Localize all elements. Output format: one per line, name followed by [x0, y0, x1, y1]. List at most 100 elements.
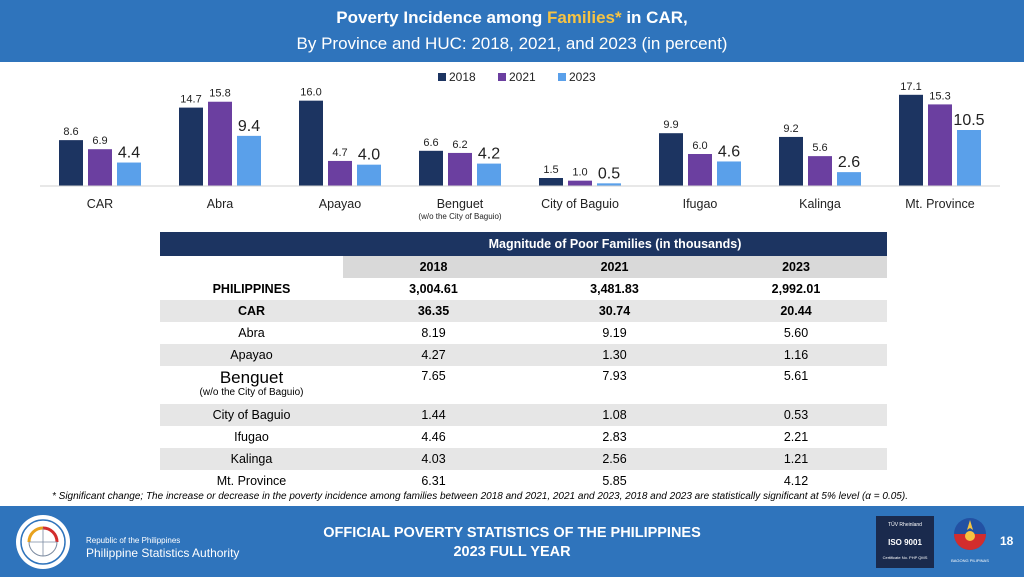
bar-2018 [539, 178, 563, 186]
legend-swatch [558, 73, 566, 81]
legend-swatch [498, 73, 506, 81]
org-name-block: Republic of the Philippines Philippine S… [86, 536, 239, 560]
row-label: CAR [160, 300, 343, 322]
row-value: 0.53 [705, 404, 887, 426]
bar-2018 [59, 140, 83, 186]
table-row: City of Baguio 1.44 1.08 0.53 [160, 404, 887, 426]
table-title-spacer [160, 232, 343, 256]
bar-2021 [928, 104, 952, 186]
slide-subtitle: By Province and HUC: 2018, 2021, and 202… [296, 34, 728, 53]
table-year-header: 2023 [705, 256, 887, 278]
bar-2018 [419, 150, 443, 186]
table-row: Mt. Province 6.31 5.85 4.12 [160, 470, 887, 492]
bar-2018 [899, 94, 923, 186]
row-value: 3,004.61 [409, 282, 458, 296]
data-label: 6.0 [692, 140, 707, 152]
footer-title-line1: OFFICIAL POVERTY STATISTICS OF THE PHILI… [323, 525, 701, 541]
data-label: 4.2 [478, 146, 500, 163]
data-label: 6.6 [423, 137, 438, 149]
row-label: Abra [238, 326, 265, 340]
data-label: 1.5 [543, 164, 558, 176]
table-year-row: 2018 2021 2023 [160, 256, 887, 278]
data-label: 4.4 [118, 145, 140, 162]
x-tick-label: City of Baguio [541, 197, 619, 211]
row-label: Mt. Province [216, 474, 287, 488]
data-label: 2.6 [838, 154, 860, 171]
table-row: CAR 36.35 30.74 20.44 [160, 300, 887, 322]
title-text: Poverty Incidence among [336, 8, 547, 27]
bar-2021 [688, 154, 712, 186]
x-tick-label: Apayao [319, 197, 361, 211]
row-value: 5.85 [602, 474, 627, 488]
bar-2023 [477, 163, 501, 186]
table-title-row: Magnitude of Poor Families (in thousands… [160, 232, 887, 256]
x-tick-label: Ifugao [683, 197, 718, 211]
row-label: PHILIPPINES [212, 282, 291, 296]
row-value: 5.60 [783, 326, 809, 340]
title-highlight: Families* [546, 8, 622, 27]
bar-2023 [117, 162, 141, 186]
footnote: * Significant change; The increase or de… [52, 491, 908, 502]
row-label: Kalinga [160, 448, 343, 470]
footer-title-line2: 2023 FULL YEAR [453, 544, 571, 560]
table-row: Benguet (w/o the City of Baguio) 7.65 7.… [160, 366, 887, 404]
poor-families-table: Magnitude of Poor Families (in thousands… [160, 232, 887, 492]
row-value: 2.21 [783, 430, 809, 444]
legend-label: 2023 [569, 70, 596, 84]
row-label: Ifugao [234, 430, 269, 444]
table-year-header: 2018 [343, 256, 524, 278]
data-label: 9.4 [238, 118, 260, 135]
row-value: 20.44 [705, 300, 887, 322]
iso-main: ISO 9001 [888, 538, 922, 547]
legend-swatch [438, 73, 446, 81]
iso-cert: Certificate No. PHP QMS [882, 555, 928, 560]
bar-2021 [88, 149, 112, 186]
bar-2023 [237, 135, 261, 186]
bar-2021 [448, 152, 472, 186]
row-value: 4.46 [421, 430, 446, 444]
x-tick-label: CAR [87, 197, 113, 211]
row-label-cell: Benguet (w/o the City of Baguio) [160, 366, 343, 404]
table-row: Apayao 4.27 1.30 1.16 [160, 344, 887, 366]
row-value: 30.74 [524, 300, 705, 322]
page-number: 18 [1000, 534, 1014, 548]
bar-2023 [957, 130, 981, 186]
table-row: Kalinga 4.03 2.56 1.21 [160, 448, 887, 470]
slide-title: Poverty Incidence among Families* in CAR… [0, 8, 1024, 28]
poor-families-table-wrap: Magnitude of Poor Families (in thousands… [160, 232, 887, 492]
table-row: Ifugao 4.46 2.83 2.21 [160, 426, 887, 448]
bar-2023 [717, 161, 741, 186]
bar-2021 [568, 180, 592, 186]
row-label: City of Baguio [160, 404, 343, 426]
data-label: 17.1 [900, 81, 921, 93]
chart-legend: 2018 2021 2023 [438, 70, 596, 84]
data-label: 4.6 [718, 143, 740, 160]
data-label: 4.0 [358, 147, 380, 164]
row-value: 1.08 [524, 404, 705, 426]
row-value: 3,481.83 [590, 282, 639, 296]
footer-title: OFFICIAL POVERTY STATISTICS OF THE PHILI… [0, 524, 1024, 562]
bar-2023 [597, 183, 621, 186]
bar-2018 [179, 107, 203, 186]
data-label: 4.7 [332, 147, 347, 159]
table-year-spacer [160, 256, 343, 278]
x-tick-label: Kalinga [799, 197, 841, 211]
row-value: 2.83 [602, 430, 627, 444]
title-text-end: in CAR, [621, 8, 688, 27]
bagong-label: BAGONG PILIPINAS [951, 558, 989, 563]
row-value: 1.16 [705, 344, 887, 366]
table-year-header: 2021 [524, 256, 705, 278]
data-label: 1.0 [572, 167, 587, 179]
data-label: 5.6 [812, 142, 827, 154]
x-tick-sublabel: (w/o the City of Baguio) [418, 212, 501, 221]
row-value: 9.19 [602, 326, 627, 340]
row-sublabel: (w/o the City of Baguio) [199, 387, 304, 398]
row-label: Apayao [160, 344, 343, 366]
x-axis-labels: CAR Abra Apayao Benguet(w/o the City of Bag… [87, 197, 975, 221]
bar-2023 [357, 164, 381, 186]
data-label: 6.9 [92, 135, 107, 147]
legend-label: 2021 [509, 70, 536, 84]
row-value: 1.30 [524, 344, 705, 366]
data-label: 8.6 [63, 126, 78, 138]
row-value: 4.27 [343, 344, 524, 366]
